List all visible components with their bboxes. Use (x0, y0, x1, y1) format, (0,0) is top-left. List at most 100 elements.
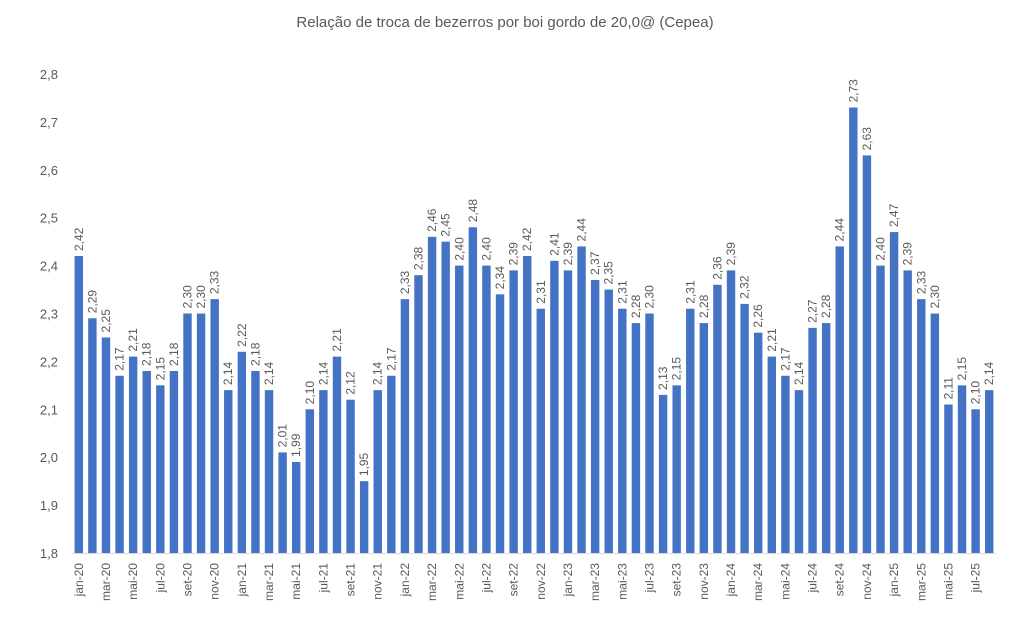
bar (726, 270, 736, 553)
data-label: 2,28 (697, 294, 711, 318)
data-label: 2,25 (99, 309, 113, 333)
x-tick-label: mai-20 (126, 563, 140, 600)
bar (984, 390, 994, 553)
bar (319, 390, 328, 553)
data-label: 2,40 (479, 237, 493, 261)
bar (672, 385, 681, 553)
bar (427, 236, 437, 554)
data-label: 2,15 (670, 357, 684, 381)
bar (495, 294, 505, 553)
y-tick-label: 2,7 (40, 115, 58, 130)
data-label: 2,15 (153, 357, 167, 381)
data-label: 2,22 (235, 323, 249, 347)
bar (849, 107, 858, 553)
x-tick-label: mar-23 (588, 563, 602, 601)
data-label: 2,42 (520, 227, 534, 251)
y-tick-label: 1,8 (40, 546, 58, 561)
data-label: 2,21 (330, 328, 344, 352)
x-tick-label: mai-23 (615, 563, 629, 600)
bar (441, 241, 450, 553)
data-label: 2,14 (262, 361, 276, 385)
data-label: 2,29 (85, 290, 99, 314)
bar (387, 375, 396, 553)
data-label: 2,63 (860, 127, 874, 151)
y-tick-label: 2,2 (40, 354, 58, 369)
data-label: 2,17 (384, 347, 398, 371)
bar (237, 351, 247, 553)
bar (686, 308, 695, 553)
bar (251, 370, 260, 553)
bar (536, 308, 546, 553)
data-label: 2,14 (371, 361, 385, 385)
data-label: 2,39 (561, 242, 575, 266)
x-tick-label: mai-24 (778, 563, 792, 600)
bar (88, 318, 97, 553)
data-label: 2,21 (765, 328, 779, 352)
bar (115, 375, 124, 553)
x-tick-label: set-24 (833, 563, 847, 597)
data-label: 2,36 (710, 256, 724, 280)
x-tick-label: jan-22 (398, 563, 412, 598)
data-label: 2,14 (792, 361, 806, 385)
data-label: 2,17 (113, 347, 127, 371)
x-tick-label: mar-21 (262, 563, 276, 601)
bar (522, 256, 532, 553)
bar (645, 313, 654, 553)
bar (196, 313, 206, 553)
bar (631, 323, 641, 553)
x-tick-label: jul-22 (479, 563, 493, 594)
bar (821, 323, 831, 553)
bar (808, 327, 817, 553)
bar (862, 155, 872, 553)
data-label: 2,30 (194, 285, 208, 309)
bar (699, 323, 709, 553)
bar (713, 284, 722, 553)
bar (128, 356, 138, 553)
bar (305, 409, 315, 553)
bar (767, 356, 777, 553)
data-label: 2,44 (833, 218, 847, 242)
x-tick-label: jan-23 (561, 563, 575, 598)
data-labels: 2,422,292,252,172,212,182,152,182,30 2,30… (72, 79, 996, 476)
bar (971, 409, 980, 553)
data-label: 2,14 (982, 361, 996, 385)
data-label: 2,28 (629, 294, 643, 318)
data-label: 2,44 (575, 218, 589, 242)
data-label: 2,42 (72, 227, 86, 251)
x-tick-label: jan-20 (72, 563, 86, 598)
bar (373, 390, 382, 553)
bar (455, 265, 464, 553)
data-label: 2,30 (643, 285, 657, 309)
bar (604, 289, 613, 553)
x-tick-label: set-21 (344, 563, 358, 597)
x-tick-label: jan-25 (887, 563, 901, 598)
y-tick-label: 2,8 (40, 67, 58, 82)
x-tick-label: set-23 (670, 563, 684, 597)
data-label: 2,34 (493, 266, 507, 290)
x-tick-label: nov-24 (860, 563, 874, 600)
bar (753, 332, 763, 553)
data-label: 2,18 (167, 342, 181, 366)
data-label: 2,32 (738, 275, 752, 299)
bar (563, 270, 573, 553)
bar (889, 232, 899, 553)
data-label: 2,46 (425, 208, 439, 232)
bar (781, 375, 790, 553)
bar (468, 227, 478, 553)
data-label: 2,48 (466, 199, 480, 223)
x-tick-label: nov-23 (697, 563, 711, 600)
bar (414, 275, 423, 553)
bar (590, 279, 600, 553)
bar (903, 270, 912, 553)
bar (291, 461, 301, 553)
bar (332, 356, 342, 553)
data-label: 2,01 (276, 424, 290, 448)
bar (509, 270, 518, 553)
data-label: 2,33 (398, 270, 412, 294)
x-tick-label: nov-20 (208, 563, 222, 600)
x-tick-label: nov-22 (534, 563, 548, 600)
data-label: 2,31 (615, 280, 629, 304)
y-axis: 1,8 1,9 2,0 2,1 2,2 2,3 2,4 2,5 2,6 2,7 2,8 (40, 67, 58, 561)
x-tick-label: mar-24 (751, 563, 765, 601)
